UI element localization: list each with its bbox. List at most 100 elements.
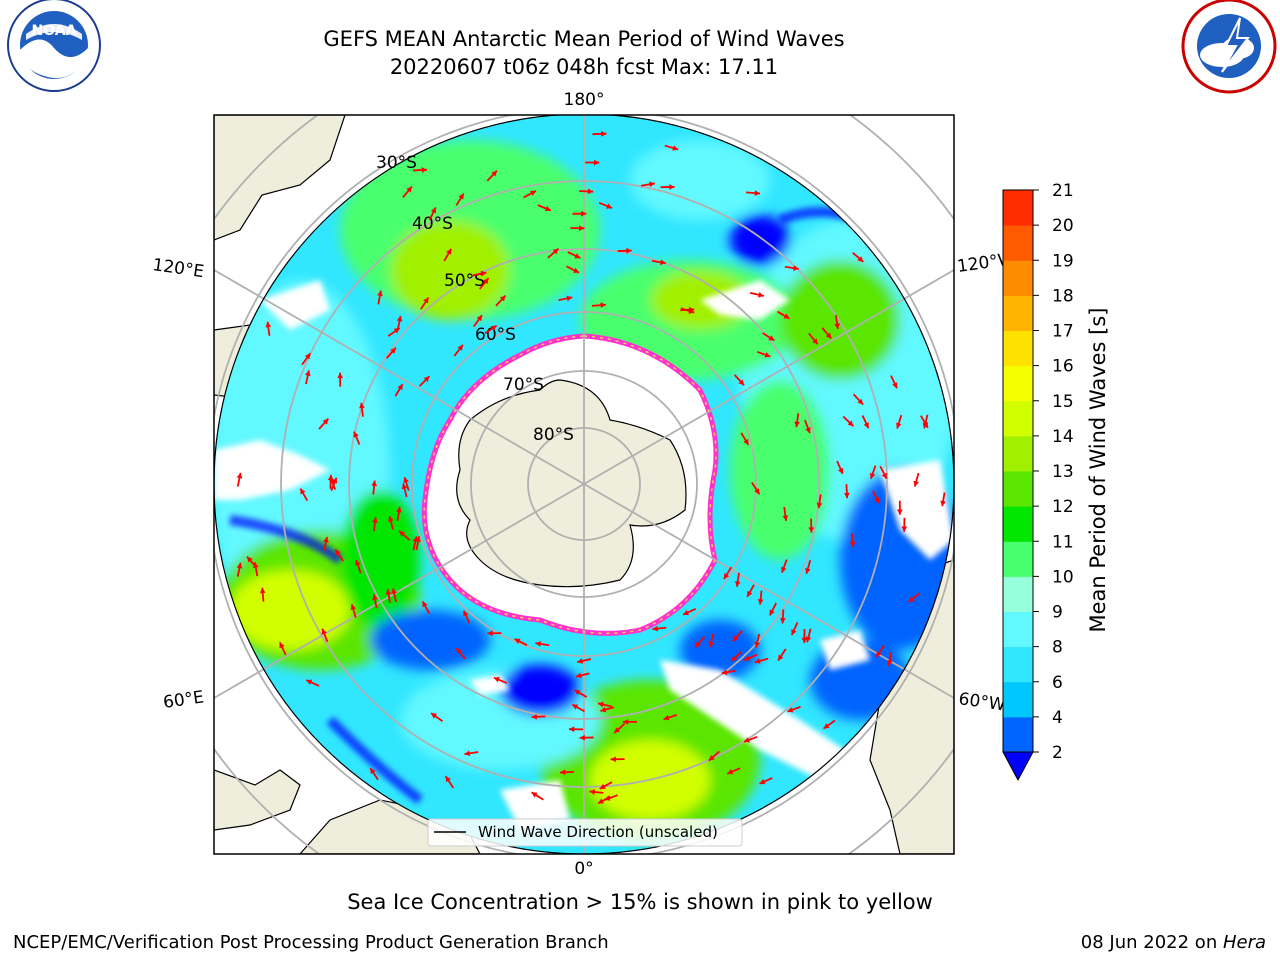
wind-wave-arrow [743, 735, 758, 743]
wind-wave-arrow [723, 566, 733, 580]
lat-label-50s: 50°S [444, 271, 485, 291]
wind-wave-arrow [663, 714, 678, 721]
wind-wave-arrow [843, 484, 850, 499]
wind-wave-arrow [455, 193, 465, 206]
colorbar-label: Mean Period of Wind Waves [s] [1086, 308, 1110, 633]
wind-wave-arrow [321, 628, 329, 643]
wind-wave-arrow [369, 767, 379, 781]
wind-wave-arrow [816, 494, 823, 509]
wind-wave-arrow [355, 559, 362, 574]
lon-label-60w: 60°W [957, 689, 1006, 715]
wind-wave-arrow [443, 248, 453, 262]
wind-wave-arrow [577, 658, 592, 664]
wind-wave-arrow [462, 610, 471, 624]
wind-wave-arrow [398, 530, 411, 541]
wind-wave-arrow [751, 482, 761, 495]
colorbar-segment [1003, 260, 1033, 296]
wind-wave-arrow [305, 679, 320, 687]
wind-wave-arrow [836, 460, 844, 475]
wind-wave-arrow [566, 265, 580, 274]
wind-wave-arrow [391, 588, 397, 603]
wind-wave-arrow [537, 204, 552, 212]
wind-wave-arrow [334, 548, 344, 562]
wind-wave-arrow [418, 375, 431, 387]
wind-wave-arrow [265, 321, 272, 336]
wind-wave-arrow [680, 307, 695, 314]
colorbar-tick-label: 11 [1052, 532, 1074, 552]
wind-wave-arrow [569, 726, 584, 733]
wind-wave-arrow [444, 775, 455, 789]
wind-wave-arrow [246, 556, 257, 568]
wind-wave-arrow [531, 791, 544, 801]
latitude-labels: 30°S 40°S 50°S 60°S 70°S 80°S [376, 153, 574, 445]
wind-wave-arrow [259, 587, 266, 602]
wind-wave-arrow [768, 602, 777, 616]
wind-wave-arrow [730, 651, 743, 662]
wind-wave-arrow [589, 789, 604, 795]
wind-wave-arrow [574, 689, 588, 698]
wind-wave-arrow [861, 415, 870, 429]
wind-wave-arrow [430, 712, 443, 723]
wind-wave-arrow [896, 500, 903, 515]
colorbar-segment [1003, 646, 1033, 683]
noaa-logo-text: NOAA [32, 23, 77, 39]
lat-label-70s: 70°S [503, 375, 544, 395]
wind-wave-arrow [547, 247, 560, 259]
wind-wave-arrow [660, 184, 675, 190]
colorbar-tick-label: 8 [1052, 638, 1063, 658]
wind-wave-arrow [875, 644, 885, 658]
colorbar-segment [1003, 330, 1033, 367]
plot-title-line1: GEFS MEAN Antarctic Mean Period of Wind … [323, 27, 845, 51]
colorbar-tick-label: 19 [1052, 251, 1074, 271]
wind-wave-arrow [821, 327, 833, 340]
wind-wave-arrow [318, 418, 330, 430]
wind-wave-arrow [353, 431, 361, 445]
wind-wave-arrow [651, 259, 666, 266]
wind-wave-arrow [852, 393, 864, 406]
wind-wave-arrow [782, 506, 789, 521]
wind-wave-arrow [385, 588, 392, 603]
wind-wave-arrow [571, 703, 585, 713]
colorbar-segment [1003, 295, 1033, 331]
wind-wave-arrow [600, 706, 615, 713]
wind-wave-arrow [299, 488, 309, 502]
wind-wave-arrow [940, 492, 946, 507]
wind-wave-arrow [734, 572, 741, 587]
wind-wave-arrow [746, 190, 761, 196]
colorbar-segment [1003, 225, 1033, 261]
wind-wave-arrow [301, 352, 312, 366]
wind-wave-arrow [401, 483, 408, 498]
wind-wave-arrow [913, 472, 920, 487]
wind-wave-arrow [598, 202, 613, 209]
colorbar-tick-label: 12 [1052, 497, 1074, 517]
wind-wave-arrow [388, 515, 394, 530]
wind-wave-arrow [895, 414, 903, 429]
colorbar-tick-label: 18 [1052, 286, 1074, 306]
wind-wave-arrow [396, 506, 402, 521]
wind-wave-arrow [453, 344, 464, 357]
colorbar-extend-min [1002, 751, 1034, 782]
colorbar-segment [1003, 506, 1033, 542]
wind-wave-arrow [394, 383, 404, 397]
wind-wave-arrow [652, 625, 667, 632]
wind-wave-arrow [428, 206, 437, 221]
footer-date: 08 Jun 2022 on Hera [1081, 932, 1266, 953]
wind-wave-arrow [733, 374, 745, 386]
wind-wave-arrow [592, 131, 607, 137]
wind-wave-arrow [869, 465, 877, 480]
wind-wave-arrow [371, 480, 378, 495]
lon-label-0: 0° [574, 859, 593, 879]
wind-wave-arrow [886, 651, 893, 666]
wind-wave-arrow [597, 701, 612, 708]
footer-branch: NCEP/EMC/Verification Post Processing Pr… [13, 932, 609, 953]
lat-label-80s: 80°S [533, 425, 574, 445]
wind-wave-arrow [852, 251, 864, 263]
wind-wave-arrow [779, 609, 786, 624]
colorbar-segment [1003, 716, 1033, 753]
wind-wave-arrow [599, 781, 613, 790]
colorbar-tick-label: 2 [1052, 743, 1063, 763]
wind-wave-arrow [359, 402, 365, 417]
wind-wave-arrow [420, 296, 430, 310]
wind-wave-arrow [579, 188, 594, 195]
